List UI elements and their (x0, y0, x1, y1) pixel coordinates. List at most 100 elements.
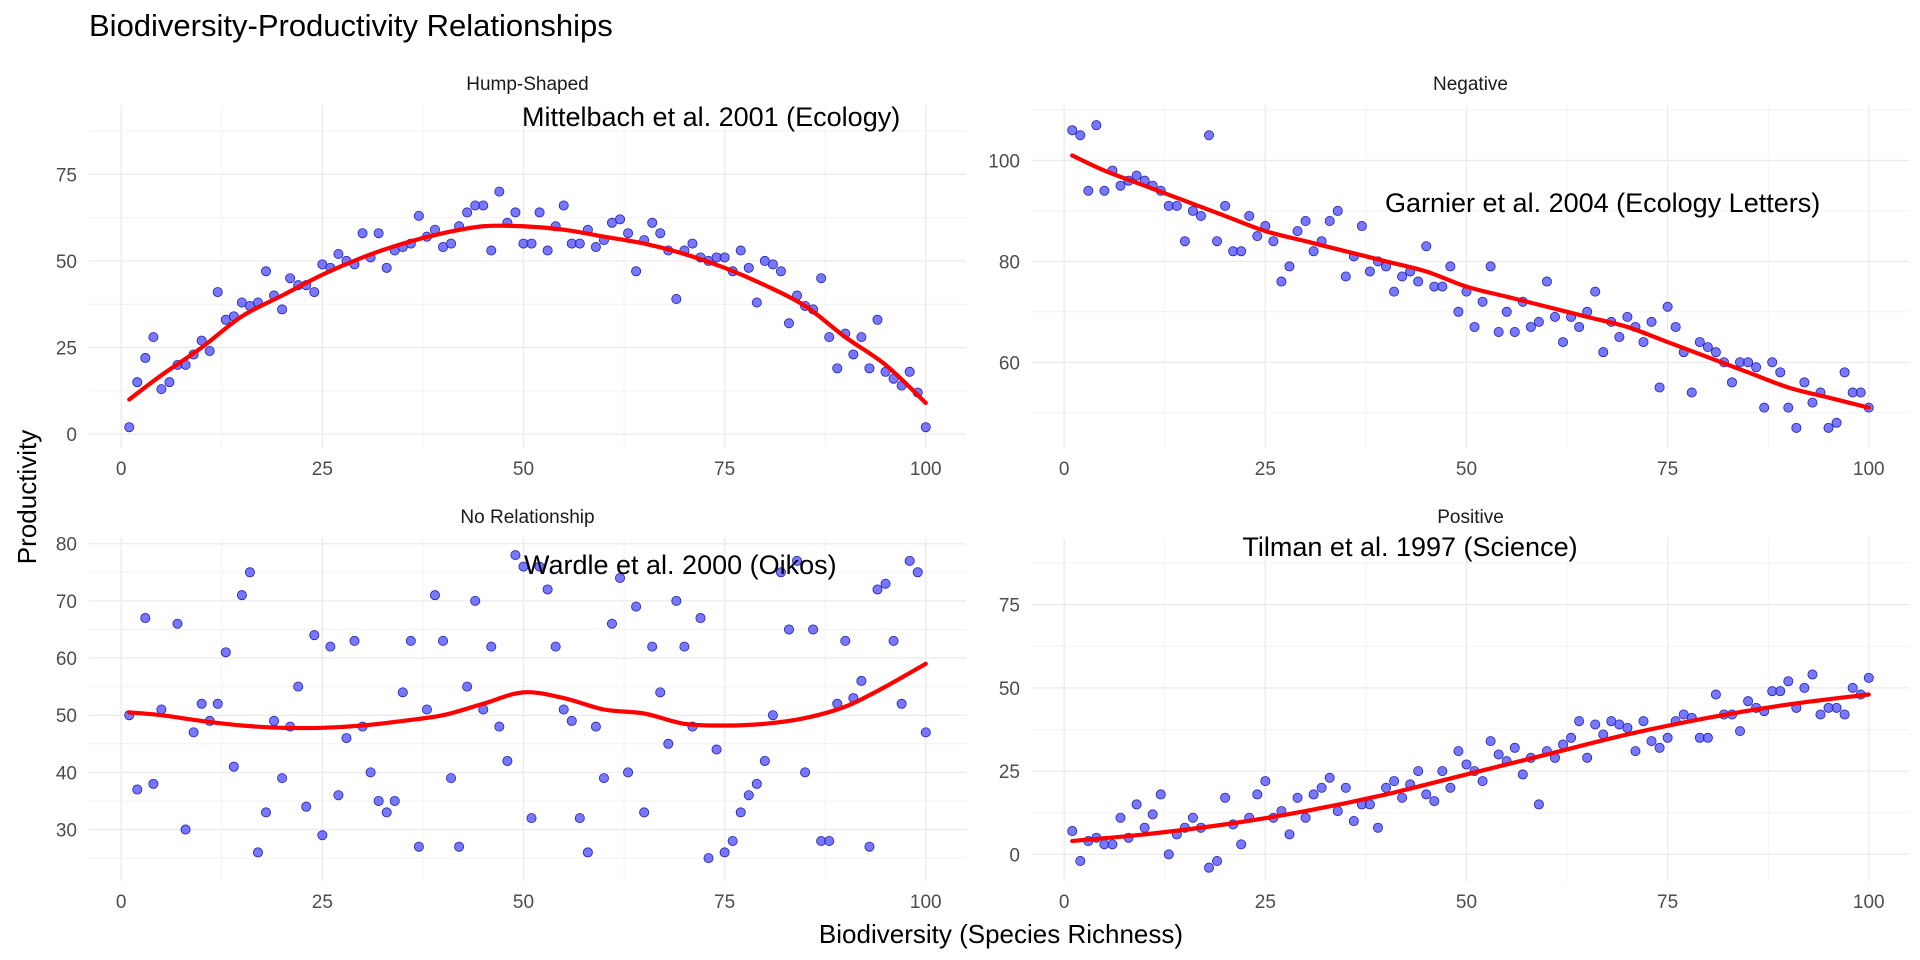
y-tick-label: 60 (999, 353, 1020, 374)
data-point (510, 550, 521, 561)
data-point (1775, 686, 1786, 697)
data-point (615, 573, 626, 584)
data-point (534, 561, 545, 572)
data-point (1131, 170, 1142, 181)
data-point (526, 238, 537, 249)
data-point (1646, 316, 1657, 327)
data-point (1662, 301, 1673, 312)
y-axis-label: Productivity (12, 430, 42, 564)
data-point (1212, 856, 1223, 867)
x-tick-label: 25 (312, 892, 333, 913)
data-point (1364, 266, 1375, 277)
y-tick-label: 0 (66, 425, 77, 446)
data-point (140, 613, 151, 624)
data-point (1839, 709, 1850, 720)
data-point (1332, 205, 1343, 216)
data-point (188, 727, 199, 738)
data-point (623, 767, 634, 778)
fit-line (1070, 692, 1871, 844)
y-tick-label: 100 (988, 151, 1020, 172)
panel-strip-label: Negative (1433, 74, 1508, 95)
data-point (711, 744, 722, 755)
data-point (1735, 726, 1746, 737)
data-point (856, 332, 867, 343)
panel-3: Positive 0 25 50 75 100 0 25 50 75 Tilman et al. 1… (999, 507, 1909, 913)
data-point (1622, 722, 1633, 733)
data-point (1389, 776, 1400, 787)
data-point (180, 824, 191, 835)
data-point (317, 830, 328, 841)
data-point (1332, 806, 1343, 817)
data-point (381, 262, 392, 273)
data-point (1083, 185, 1094, 196)
data-point (261, 807, 272, 818)
data-point (1799, 682, 1810, 693)
data-point (1807, 397, 1818, 408)
fit-line (127, 661, 928, 731)
data-point (1067, 125, 1078, 136)
y-tick-label: 70 (56, 592, 77, 613)
data-point (767, 259, 778, 270)
data-point (413, 841, 424, 852)
data-point (1847, 682, 1858, 693)
y-tick-label: 25 (56, 339, 77, 360)
data-point (1324, 216, 1335, 227)
data-point (872, 314, 883, 325)
data-point (1751, 362, 1762, 373)
data-point (301, 801, 312, 812)
x-tick-label: 25 (312, 459, 333, 480)
data-point (204, 345, 215, 356)
x-tick-label: 75 (714, 459, 735, 480)
data-point (647, 641, 658, 652)
data-point (1726, 377, 1737, 388)
data-point (1413, 276, 1424, 287)
panel-0: Hump-Shaped 0 25 50 75 100 0 25 50 75 Mittelbach e… (56, 74, 966, 480)
data-point (429, 590, 440, 601)
data-point (1445, 782, 1456, 793)
data-point (1694, 337, 1705, 348)
data-point (1372, 822, 1383, 833)
data-point (647, 217, 658, 228)
data-point (534, 207, 545, 218)
data-point (743, 262, 754, 273)
data-point (526, 813, 537, 824)
data-point (1831, 702, 1842, 713)
data-point (1622, 311, 1633, 322)
data-point (1356, 221, 1367, 232)
data-point (196, 698, 207, 709)
data-point (1348, 816, 1359, 827)
data-point (590, 242, 601, 253)
data-point (1340, 782, 1351, 793)
data-point (719, 847, 730, 858)
y-tick-label: 50 (56, 252, 77, 273)
panel-annotation: Tilman et al. 1997 (Science) (1242, 532, 1577, 562)
x-tick-label: 50 (1456, 892, 1477, 913)
data-point (912, 567, 923, 578)
x-tick-label: 100 (910, 459, 942, 480)
data-point (1115, 812, 1126, 823)
data-point (615, 214, 626, 225)
data-point (1558, 337, 1569, 348)
data-point (1187, 205, 1198, 216)
data-point (261, 266, 272, 277)
data-point (1260, 776, 1271, 787)
data-point (1397, 792, 1408, 803)
data-point (1220, 792, 1231, 803)
data-point (1823, 422, 1834, 433)
data-point (832, 363, 843, 374)
y-tick-label: 50 (999, 679, 1020, 700)
data-point (494, 721, 505, 732)
data-point (405, 635, 416, 646)
panel-annotation: Mittelbach et al. 2001 (Ecology) (522, 102, 900, 132)
data-point (1485, 261, 1496, 272)
data-point (470, 595, 481, 606)
data-point (1252, 231, 1263, 242)
data-point (333, 248, 344, 259)
data-point (1437, 281, 1448, 292)
data-point (454, 841, 465, 852)
data-point (1799, 377, 1810, 388)
data-point (1533, 799, 1544, 810)
data-point (510, 207, 521, 218)
data-point (285, 273, 296, 284)
data-point (1308, 246, 1319, 257)
